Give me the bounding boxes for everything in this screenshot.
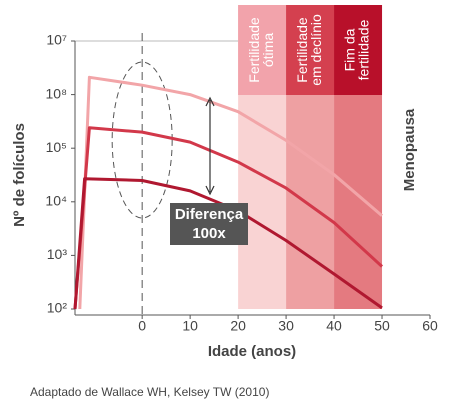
line xyxy=(73,126,384,310)
annotation-box xyxy=(170,203,248,245)
y-tick-label: 10⁸ xyxy=(46,85,68,101)
x-tick-label: 40 xyxy=(326,318,342,334)
annotation-text: Diferença xyxy=(175,206,244,223)
line xyxy=(73,177,383,310)
region-header xyxy=(334,5,383,95)
y-tick-label: 10⁷ xyxy=(46,32,67,48)
region-label: Fertilidade xyxy=(246,17,262,83)
x-axis-label: Idade (anos) xyxy=(208,343,296,360)
y-tick-label: 10⁴ xyxy=(45,193,67,209)
x-tick-label: 0 xyxy=(138,318,146,334)
region-label: Fim da xyxy=(342,28,358,71)
x-tick-label: 10 xyxy=(182,318,198,334)
annotation-text: 100x xyxy=(192,225,226,242)
dashed-ellipse xyxy=(111,61,173,219)
region-label: Fertilidade xyxy=(294,17,310,83)
region-label: fertilidade xyxy=(356,19,372,80)
x-tick-label: 20 xyxy=(230,318,246,334)
x-tick-label: 60 xyxy=(422,318,438,334)
x-tick-label: 50 xyxy=(374,318,390,334)
y-tick-label: 10² xyxy=(47,300,68,316)
region-header xyxy=(238,5,287,95)
region-label: ótima xyxy=(260,33,276,67)
caption: Adaptado de Wallace WH, Kelsey TW (2010) xyxy=(30,385,269,399)
y-axis-label: Nº de folículos xyxy=(11,123,28,227)
arrow-head xyxy=(205,185,215,196)
region-label: em declínio xyxy=(308,14,324,86)
side-label: Menopausa xyxy=(401,108,418,191)
x-tick-label: 30 xyxy=(278,318,294,334)
line xyxy=(78,75,383,310)
y-tick-label: 10⁵ xyxy=(46,139,67,155)
arrow-head xyxy=(205,96,215,107)
y-tick-label: 10³ xyxy=(47,246,68,262)
region-header xyxy=(286,5,335,95)
